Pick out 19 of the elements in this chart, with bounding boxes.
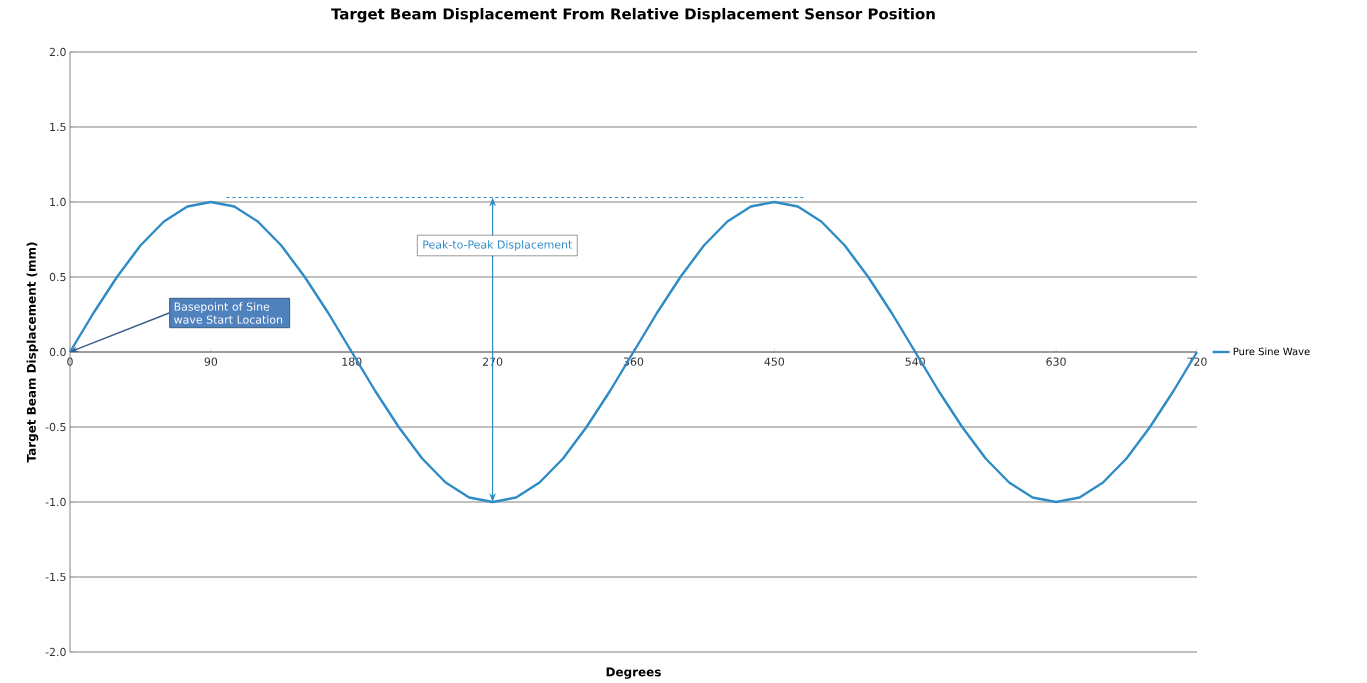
annotation: Peak-to-Peak Displacement (423, 240, 573, 251)
chart-title: Target Beam Displacement From Relative Displacement Sensor Position (331, 7, 935, 23)
x-axis-title: Degrees (606, 667, 661, 679)
x-tick-label: 90 (204, 357, 218, 366)
y-axis-title: Target Beam Displacement (mm) (26, 242, 39, 463)
legend-label: Pure Sine Wave (1233, 347, 1310, 356)
y-tick-label: 1.5 (50, 122, 66, 132)
y-tick-label: -0.5 (45, 422, 66, 432)
y-tick-label: -1.5 (45, 572, 66, 582)
y-tick-label: 0.0 (49, 347, 66, 357)
x-tick-label: 0 (67, 357, 73, 366)
y-tick-label: -2.0 (45, 647, 66, 657)
y-tick-label: 2.0 (49, 47, 66, 57)
annotation: Basepoint of Sine wave Start Location (174, 302, 283, 324)
x-tick-label: 630 (1046, 357, 1066, 366)
y-tick-label: 1.0 (50, 197, 66, 207)
x-tick-label: 450 (764, 357, 785, 366)
y-tick-label: -1.0 (45, 497, 66, 507)
y-tick-label: 0.5 (49, 272, 66, 282)
